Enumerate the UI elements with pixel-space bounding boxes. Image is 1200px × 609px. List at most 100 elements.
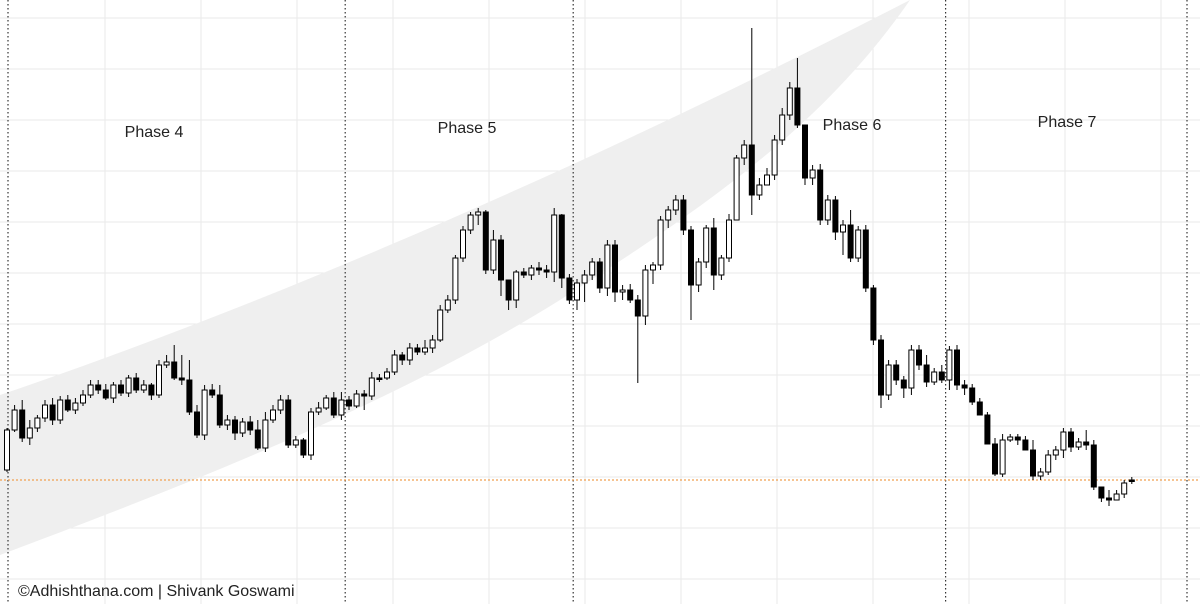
candle xyxy=(870,285,877,345)
candle xyxy=(574,279,580,310)
candle-body-up xyxy=(1121,482,1128,495)
candles xyxy=(4,28,1135,506)
candle-body-up xyxy=(490,239,497,271)
candle-body-up xyxy=(270,409,276,421)
candle xyxy=(1022,436,1029,451)
candle-body-up xyxy=(1052,449,1059,456)
candle xyxy=(1014,434,1021,445)
candle-body-down xyxy=(102,389,109,399)
candle-body-down xyxy=(194,411,200,436)
candle-body-down xyxy=(634,299,641,317)
candle-body-up xyxy=(946,349,953,381)
candle xyxy=(384,368,390,380)
candle-body-down xyxy=(498,239,504,281)
candle xyxy=(642,265,649,325)
candle xyxy=(444,295,451,313)
candle-body-down xyxy=(505,279,512,301)
candle xyxy=(178,355,185,385)
candle xyxy=(308,408,314,460)
candle xyxy=(171,345,178,380)
candle xyxy=(57,396,64,424)
candle-body-up xyxy=(855,229,862,259)
candle-body-up xyxy=(391,354,398,373)
candle xyxy=(900,376,907,398)
candle xyxy=(748,28,755,215)
candle-body-up xyxy=(574,282,580,301)
candle xyxy=(406,343,413,365)
candle xyxy=(756,178,763,200)
candle-body-up xyxy=(429,339,436,349)
candle xyxy=(855,226,862,262)
candle xyxy=(961,380,968,395)
candle-body-down xyxy=(536,267,542,271)
candle xyxy=(969,384,976,405)
candle xyxy=(718,255,725,280)
candle xyxy=(695,258,702,292)
candle-body-up xyxy=(1045,454,1052,473)
candle xyxy=(1083,430,1090,450)
candle xyxy=(566,274,573,304)
candle-body-up xyxy=(1075,441,1082,448)
candle-body-up xyxy=(650,264,656,271)
candle-body-up xyxy=(703,227,710,263)
candle xyxy=(840,220,846,255)
candle-body-down xyxy=(1068,431,1074,448)
candle xyxy=(1045,450,1052,475)
candle-body-down xyxy=(1030,449,1036,477)
candle-body-down xyxy=(596,261,603,289)
candle xyxy=(634,295,641,383)
candle-body-down xyxy=(1090,444,1097,488)
candle-body-down xyxy=(1098,486,1105,499)
candle xyxy=(764,168,770,186)
candle xyxy=(482,210,489,274)
candle-body-down xyxy=(209,389,216,396)
candle-body-up xyxy=(42,404,48,419)
candle xyxy=(460,226,466,262)
candle xyxy=(11,405,18,432)
candle-body-down xyxy=(1083,441,1090,446)
candle xyxy=(893,360,900,385)
candle-body-down xyxy=(49,404,56,421)
candle xyxy=(862,225,869,292)
candle xyxy=(931,368,938,385)
candle xyxy=(794,58,801,128)
candle xyxy=(726,214,732,262)
candle-body-up xyxy=(604,244,611,289)
candle xyxy=(581,270,588,302)
candle-body-down xyxy=(133,377,140,391)
candle-body-down xyxy=(1128,479,1135,482)
candle-body-up xyxy=(1060,431,1067,451)
candle-body-up xyxy=(308,411,314,456)
candle-body-down xyxy=(916,349,922,366)
candle xyxy=(194,405,200,438)
candle-body-up xyxy=(437,309,444,341)
candle xyxy=(148,383,155,400)
candle-body-up xyxy=(1037,471,1044,477)
candle xyxy=(1075,438,1082,450)
candle-body-down xyxy=(216,394,223,426)
candle-body-up xyxy=(452,257,459,301)
phase-dividers xyxy=(7,0,1188,604)
candle xyxy=(285,395,292,448)
candle-body-down xyxy=(254,429,261,449)
candle xyxy=(437,305,444,342)
candle xyxy=(4,428,10,472)
candle xyxy=(604,240,611,296)
candle-body-up xyxy=(581,274,588,284)
candle-body-up xyxy=(1113,493,1120,501)
candle-body-down xyxy=(802,124,808,179)
candle-body-down xyxy=(900,379,907,389)
candle-body-up xyxy=(824,199,831,221)
candle xyxy=(270,405,276,423)
candle xyxy=(102,384,109,400)
candle-body-up xyxy=(528,267,535,276)
candle xyxy=(300,438,307,458)
candle-body-up xyxy=(422,347,428,353)
candle xyxy=(612,240,618,302)
candle xyxy=(1052,446,1059,460)
candle-body-up xyxy=(384,371,390,379)
candle-body-down xyxy=(247,421,254,431)
candle-body-up xyxy=(908,349,915,389)
candle xyxy=(817,164,824,225)
candle xyxy=(908,345,915,395)
